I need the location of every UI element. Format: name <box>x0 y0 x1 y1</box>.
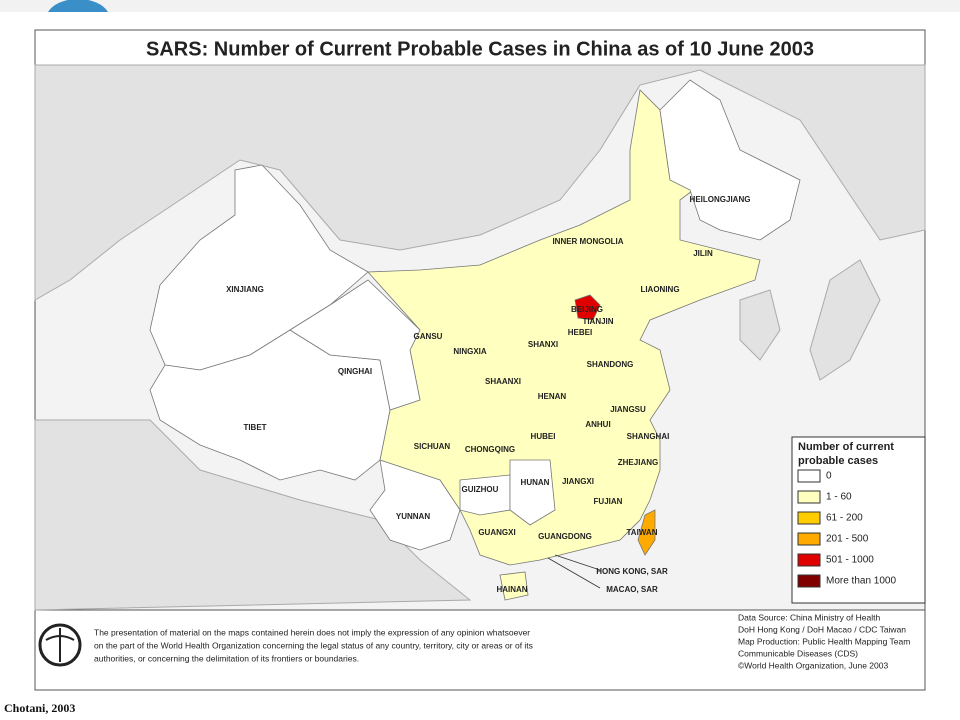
region <box>289 279 421 411</box>
region-label: HUBEI <box>531 432 556 441</box>
region <box>659 79 801 241</box>
legend-label: 201 - 500 <box>826 534 869 545</box>
legend-swatch <box>797 574 821 588</box>
legend-swatch <box>797 511 821 525</box>
region-labels: XINJIANG TIBET QINGHAI GANSU NINGXIA SHA… <box>226 195 750 594</box>
legend-label: 1 - 60 <box>826 492 852 503</box>
region-label: HONG KONG, SAR <box>596 567 668 576</box>
legend: Number of current probable cases 0 1 - 60… <box>791 436 926 604</box>
who-emblem <box>38 623 82 667</box>
region-label: BEIJING <box>571 305 603 314</box>
legend-label: 501 - 1000 <box>826 555 874 566</box>
legend-label: 61 - 200 <box>826 513 863 524</box>
region-label: TAIWAN <box>627 528 658 537</box>
region-label: HENAN <box>538 392 567 401</box>
legend-title: Number of current <box>798 441 894 453</box>
legend-swatch <box>797 532 821 546</box>
legend-label: More than 1000 <box>826 576 896 587</box>
region-label: FUJIAN <box>594 497 623 506</box>
region-label: GUIZHOU <box>462 485 499 494</box>
region-label: TIANJIN <box>582 317 613 326</box>
region <box>149 329 391 481</box>
region-label: GUANGDONG <box>538 532 592 541</box>
region-label: SHANDONG <box>587 360 634 369</box>
disclaimer: authorities, or concerning the delimitat… <box>94 653 359 663</box>
legend-swatch <box>797 469 821 483</box>
region-label: ANHUI <box>585 420 610 429</box>
region-label: TIBET <box>243 423 266 432</box>
region-label: LIAONING <box>640 285 679 294</box>
disclaimer: on the part of the World Health Organiza… <box>94 640 533 650</box>
legend-title: probable cases <box>798 455 878 467</box>
neighbour-land <box>34 64 926 301</box>
source: Data Source: China Ministry of Health <box>738 612 880 622</box>
region-label: CHONGQING <box>465 445 515 454</box>
region <box>499 571 529 601</box>
region-label: JILIN <box>693 249 713 258</box>
map-title: SARS: Number of Current Probable Cases i… <box>146 38 814 60</box>
source: Communicable Diseases (CDS) <box>738 648 858 658</box>
callout-line <box>547 554 601 589</box>
top-strip <box>0 0 960 12</box>
region-label: HAINAN <box>496 585 527 594</box>
region <box>509 459 556 526</box>
region-label: MACAO, SAR <box>606 585 658 594</box>
region-label: HUNAN <box>521 478 550 487</box>
legend-swatch <box>797 553 821 567</box>
source: ©World Health Organization, June 2003 <box>738 660 888 670</box>
region-label: SHANGHAI <box>627 432 670 441</box>
disclaimer: The presentation of material on the maps… <box>94 627 530 637</box>
region-label: HEILONGJIANG <box>690 195 751 204</box>
legend-swatch <box>797 490 821 504</box>
region-label: NINGXIA <box>453 347 487 356</box>
region-label: HEBEI <box>568 328 592 337</box>
region-label: GANSU <box>414 332 443 341</box>
legend-label: 0 <box>826 471 832 482</box>
source: DoH Hong Kong / DoH Macao / CDC Taiwan <box>738 624 906 634</box>
region-label: INNER MONGOLIA <box>552 237 623 246</box>
source: Map Production: Public Health Mapping Te… <box>738 636 910 646</box>
china-map <box>149 79 801 601</box>
region-label: QINGHAI <box>338 367 372 376</box>
region-label: SICHUAN <box>414 442 451 451</box>
who-emblem <box>45 628 75 662</box>
region <box>459 474 511 516</box>
region-label: ZHEJIANG <box>618 458 658 467</box>
region <box>369 459 461 551</box>
region-label: XINJIANG <box>226 285 264 294</box>
region-label: JIANGXI <box>562 477 594 486</box>
logo <box>48 0 108 12</box>
neighbour-land <box>739 259 881 381</box>
region <box>637 509 656 556</box>
region-label: YUNNAN <box>396 512 430 521</box>
region-label: JIANGSU <box>610 405 646 414</box>
region-label: GUANGXI <box>478 528 515 537</box>
footer: Chotani, 2003 <box>4 701 75 715</box>
region <box>574 294 601 321</box>
region-label: SHAANXI <box>485 377 521 386</box>
region-label: SHANXI <box>528 340 558 349</box>
